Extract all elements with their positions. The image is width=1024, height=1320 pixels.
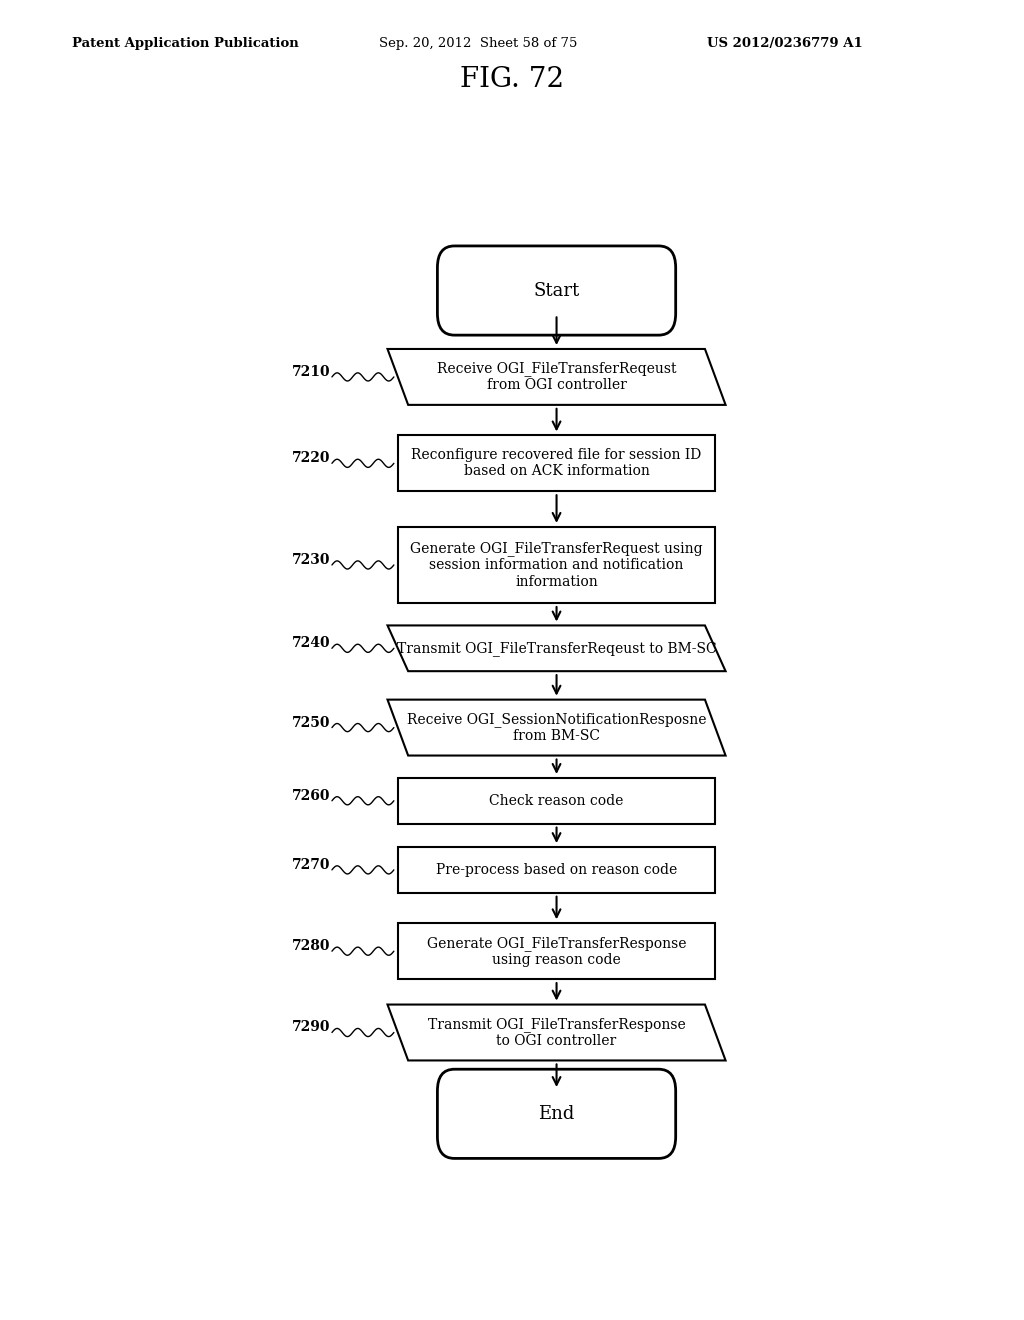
Bar <box>397 777 715 824</box>
Text: Generate OGI_FileTransferResponse
using reason code: Generate OGI_FileTransferResponse using … <box>427 936 686 966</box>
Text: Pre-process based on reason code: Pre-process based on reason code <box>436 863 677 876</box>
Text: Sep. 20, 2012  Sheet 58 of 75: Sep. 20, 2012 Sheet 58 of 75 <box>379 37 578 50</box>
FancyBboxPatch shape <box>437 246 676 335</box>
Text: Transmit OGI_FileTransferReqeust to BM-SC: Transmit OGI_FileTransferReqeust to BM-S… <box>396 642 717 656</box>
Text: 7260: 7260 <box>292 788 331 803</box>
Polygon shape <box>387 626 726 671</box>
Text: 7240: 7240 <box>292 636 331 651</box>
Text: 7290: 7290 <box>292 1020 331 1035</box>
Text: Reconfigure recovered file for session ID
based on ACK information: Reconfigure recovered file for session I… <box>412 449 701 478</box>
Text: 7230: 7230 <box>292 553 331 566</box>
Text: FIG. 72: FIG. 72 <box>460 66 564 92</box>
Bar <box>397 527 715 603</box>
Text: 7250: 7250 <box>292 715 331 730</box>
Polygon shape <box>387 700 726 755</box>
Text: 7220: 7220 <box>292 451 331 465</box>
Text: Receive OGI_SessionNotificationResposne
from BM-SC: Receive OGI_SessionNotificationResposne … <box>407 711 707 743</box>
Text: Generate OGI_FileTransferRequest using
session information and notification
info: Generate OGI_FileTransferRequest using s… <box>411 541 702 589</box>
Text: 7280: 7280 <box>292 939 331 953</box>
Text: 7210: 7210 <box>292 364 331 379</box>
Text: Transmit OGI_FileTransferResponse
to OGI controller: Transmit OGI_FileTransferResponse to OGI… <box>428 1016 685 1048</box>
Polygon shape <box>387 348 726 405</box>
Text: Start: Start <box>534 281 580 300</box>
Text: 7270: 7270 <box>292 858 331 871</box>
Bar <box>397 436 715 491</box>
Polygon shape <box>387 1005 726 1060</box>
Text: US 2012/0236779 A1: US 2012/0236779 A1 <box>707 37 862 50</box>
Bar <box>397 923 715 979</box>
Text: End: End <box>539 1105 574 1123</box>
Text: Receive OGI_FileTransferReqeust
from OGI controller: Receive OGI_FileTransferReqeust from OGI… <box>437 362 676 392</box>
Text: Check reason code: Check reason code <box>489 793 624 808</box>
Text: Patent Application Publication: Patent Application Publication <box>72 37 298 50</box>
FancyBboxPatch shape <box>437 1069 676 1159</box>
Bar <box>397 847 715 892</box>
